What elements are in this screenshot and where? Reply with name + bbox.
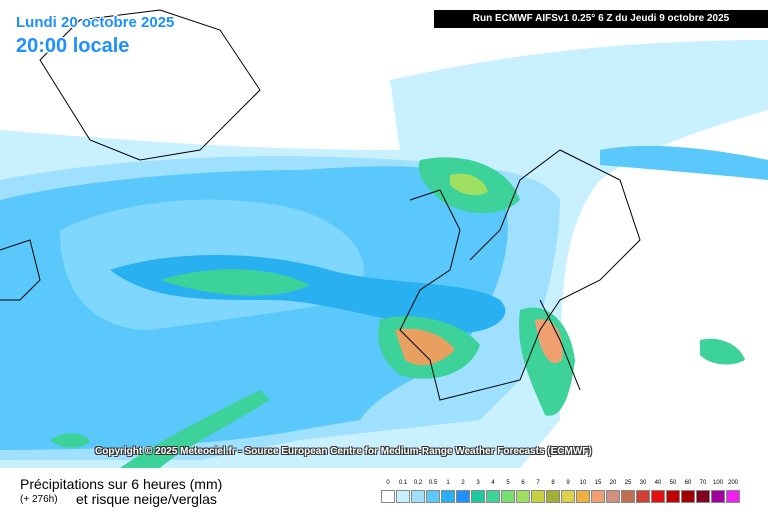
legend-swatch — [606, 490, 620, 503]
date-title: Lundi 20 octobre 2025 — [16, 14, 175, 31]
copyright: Copyright © 2025 Meteociel.fr - Source E… — [95, 446, 592, 457]
legend-label: 3 — [476, 480, 480, 486]
product-subtitle: et risque neige/verglas — [76, 491, 217, 507]
legend-label: 0.2 — [413, 480, 423, 486]
legend-label: 200 — [727, 480, 738, 486]
legend-label: 25 — [624, 480, 632, 486]
legend-swatch — [666, 490, 680, 503]
legend-swatch — [561, 490, 575, 503]
legend-swatch — [651, 490, 665, 503]
legend-swatch — [726, 490, 740, 503]
legend-label: 4 — [491, 480, 495, 486]
local-time: 20:00 locale — [16, 35, 130, 57]
legend-label: 9 — [566, 480, 570, 486]
legend-label: 10 — [579, 480, 587, 486]
legend-label: 60 — [684, 480, 692, 486]
legend-label: 2 — [461, 480, 465, 486]
legend-label: 5 — [506, 480, 510, 486]
legend-swatch — [576, 490, 590, 503]
legend-swatch — [696, 490, 710, 503]
legend-label: 40 — [654, 480, 662, 486]
product-title: Précipitations sur 6 heures (mm) — [20, 476, 223, 492]
legend-label: 0.5 — [428, 480, 438, 486]
legend-swatch — [456, 490, 470, 503]
legend-label: 70 — [699, 480, 707, 486]
legend-label: 7 — [536, 480, 540, 486]
legend-label: 100 — [712, 480, 723, 486]
legend-swatch — [426, 490, 440, 503]
legend-swatch — [441, 490, 455, 503]
legend-swatch — [681, 490, 695, 503]
legend-label: 30 — [639, 480, 647, 486]
legend-swatch — [531, 490, 545, 503]
run-info: Run ECMWF AIFSv1 0.25° 6 Z du Jeudi 9 oc… — [434, 10, 768, 28]
legend-label: 0.1 — [398, 480, 408, 486]
legend-swatch — [636, 490, 650, 503]
legend-swatch — [396, 490, 410, 503]
legend-swatch — [501, 490, 515, 503]
legend-label: 15 — [594, 480, 602, 486]
legend-swatch — [546, 490, 560, 503]
legend-swatch — [516, 490, 530, 503]
legend-label: 8 — [551, 480, 555, 486]
legend-swatch — [486, 490, 500, 503]
legend-label: 0 — [386, 480, 390, 486]
legend-label: 1 — [446, 480, 450, 486]
lead-time: (+ 276h) — [20, 494, 58, 505]
legend-swatch — [711, 490, 725, 503]
legend-label: 20 — [609, 480, 617, 486]
legend-swatch — [381, 490, 395, 503]
legend-swatch — [621, 490, 635, 503]
legend-label: 6 — [521, 480, 525, 486]
legend-label: 50 — [669, 480, 677, 486]
legend-swatch — [471, 490, 485, 503]
legend-swatch — [411, 490, 425, 503]
legend-swatch — [591, 490, 605, 503]
precipitation-map — [0, 9, 768, 468]
